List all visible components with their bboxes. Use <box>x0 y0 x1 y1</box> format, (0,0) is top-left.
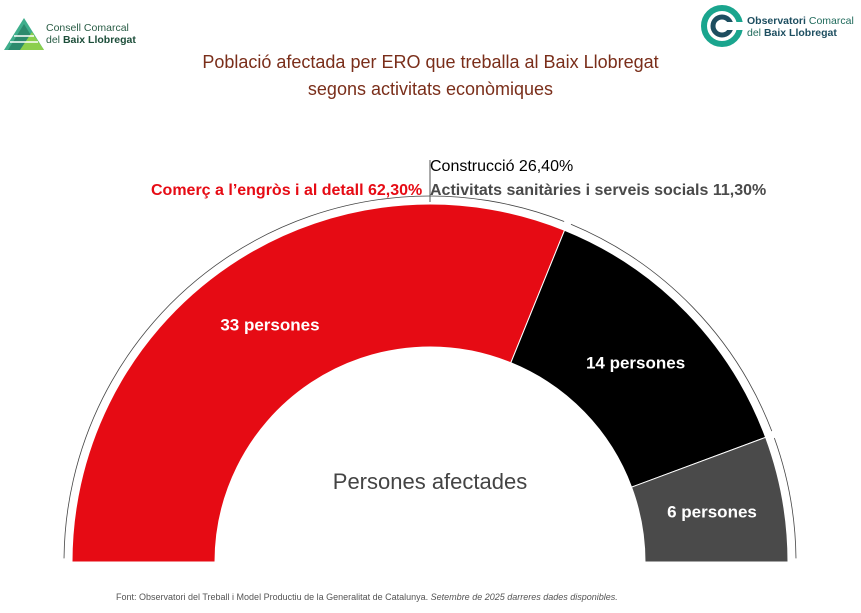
data-label-construccio: 14 persones <box>586 353 685 372</box>
logo-left-line1: Consell Comarcal <box>46 22 129 34</box>
data-label-comerc: 33 persones <box>220 315 319 334</box>
logo-right-line1-bold: Observatori <box>747 15 806 27</box>
logo-right-line1-rest: Comarcal <box>805 15 854 27</box>
legend-comerc: Comerç a l’engròs i al detall 62,30% <box>151 182 423 199</box>
observatori-logo: Observatori Comarcal del Baix Llobregat <box>700 4 860 50</box>
slice-bracket-0 <box>63 195 565 559</box>
footer-note: Setembre de 2025 darreres dades disponib… <box>430 592 618 602</box>
slice-bracket-2 <box>773 437 797 559</box>
slice-bracket-1 <box>570 223 773 432</box>
logo-right-line2-bold: Baix Llobregat <box>763 27 837 39</box>
footer-source: Font: Observatori del Treball i Model Pr… <box>116 592 431 602</box>
source-footer: Font: Observatori del Treball i Model Pr… <box>116 592 618 602</box>
center-label: Persones afectades <box>333 469 527 494</box>
logo-right-line2-prefix: del <box>747 27 764 39</box>
chart-title-line1: Població afectada per ERO que treballa a… <box>202 52 659 72</box>
chart-title-line2: segons activitats econòmiques <box>307 79 554 99</box>
slice-sanitaries <box>630 436 789 563</box>
legend-construccio: Construcció 26,40% <box>430 158 574 175</box>
consell-comarcal-logo: Consell Comarcal del Baix Llobregat <box>2 10 162 54</box>
logo-left-line2-prefix: del <box>46 34 63 46</box>
slice-comerc <box>71 203 566 563</box>
legend-sanitaries: Activitats sanitàries i serveis socials … <box>430 182 767 199</box>
data-label-sanitaries: 6 persones <box>667 502 757 521</box>
logo-left-line2-bold: Baix Llobregat <box>62 34 136 46</box>
swirl-logo-icon <box>701 5 744 47</box>
mountain-logo-icon <box>4 18 44 50</box>
